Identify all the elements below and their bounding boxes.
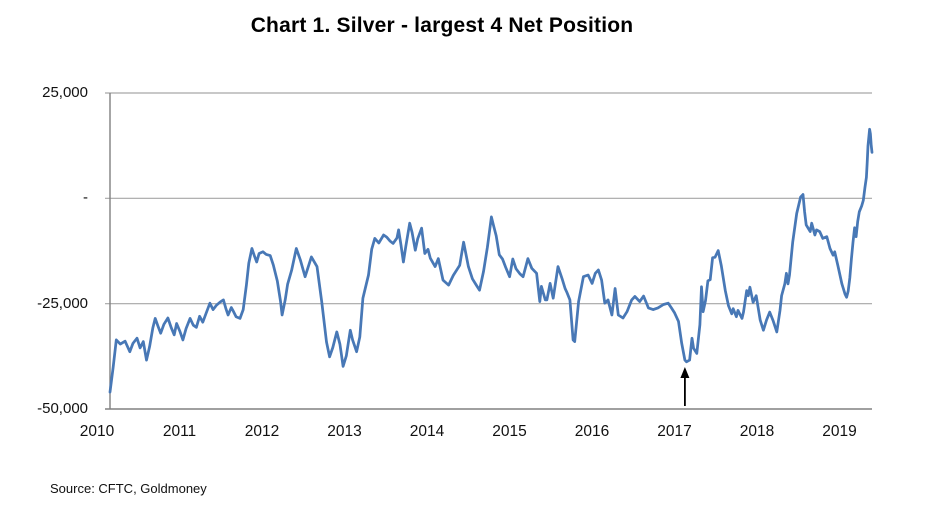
y-tick-label: -50,000 xyxy=(37,400,88,417)
gridlines-group xyxy=(105,92,872,305)
x-tick-label: 2013 xyxy=(327,423,362,440)
annotation-arrow xyxy=(680,367,690,406)
x-tick-label: 2012 xyxy=(244,423,280,440)
y-tick-label: 25,000 xyxy=(42,84,88,101)
y-tick-label: -25,000 xyxy=(37,295,88,312)
x-tick-label: 2017 xyxy=(657,423,692,440)
x-tick-label: 2016 xyxy=(574,423,610,440)
chart-title: Chart 1. Silver - largest 4 Net Position xyxy=(250,14,634,37)
source-note: Source: CFTC, Goldmoney xyxy=(50,481,207,496)
x-tick-label: 2019 xyxy=(822,423,857,440)
y-tick-label: - xyxy=(83,189,88,206)
x-tick-label: 2014 xyxy=(409,423,445,440)
axes-group xyxy=(105,93,872,410)
series-line xyxy=(108,127,874,394)
x-tick-label: 2018 xyxy=(739,423,775,440)
x-tick-label: 2011 xyxy=(162,423,197,440)
x-tick-label: 2010 xyxy=(79,423,115,440)
x-tick-label: 2015 xyxy=(492,423,527,440)
up-arrow-head-icon xyxy=(680,367,690,378)
